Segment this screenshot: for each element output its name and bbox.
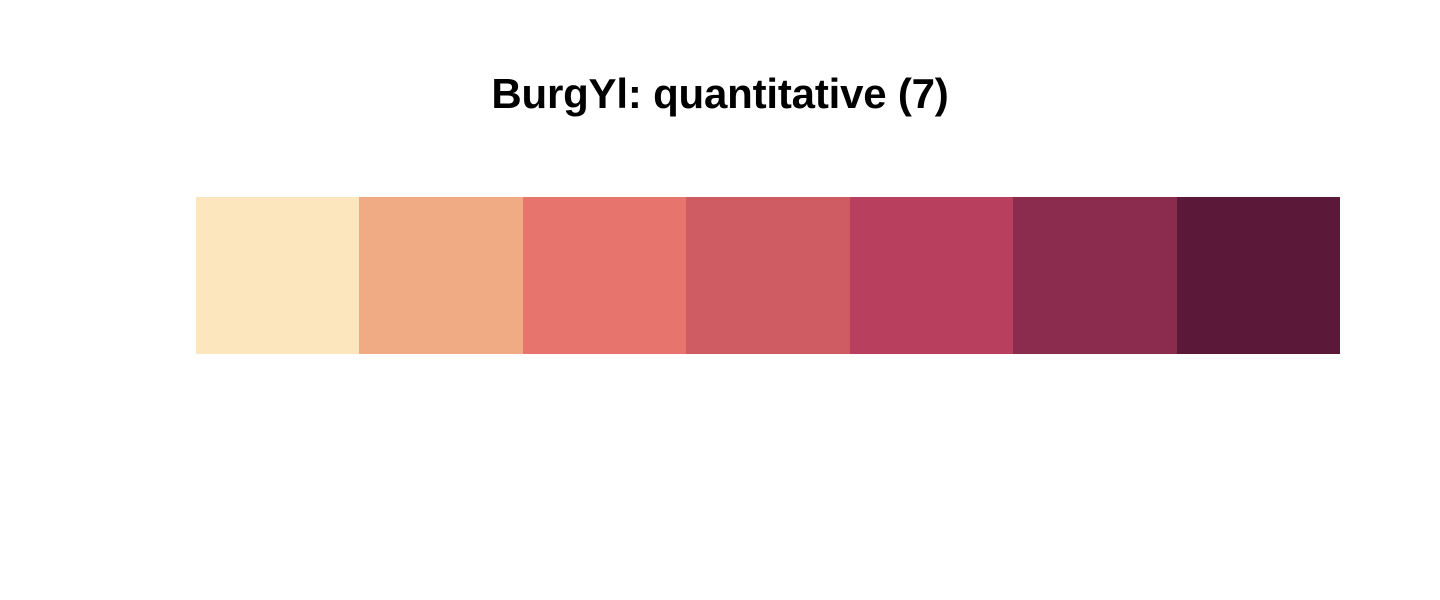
color-swatch-6 xyxy=(1013,197,1177,354)
color-swatch-5 xyxy=(849,197,1014,354)
color-swatch-1 xyxy=(196,197,360,354)
page-title: BurgYl: quantitative (7) xyxy=(491,70,949,117)
color-swatch-7 xyxy=(1176,197,1340,354)
color-swatch-2 xyxy=(359,197,523,354)
color-swatch-4 xyxy=(686,197,850,354)
color-swatch-3 xyxy=(522,197,687,354)
color-swatch-strip xyxy=(196,197,1340,354)
